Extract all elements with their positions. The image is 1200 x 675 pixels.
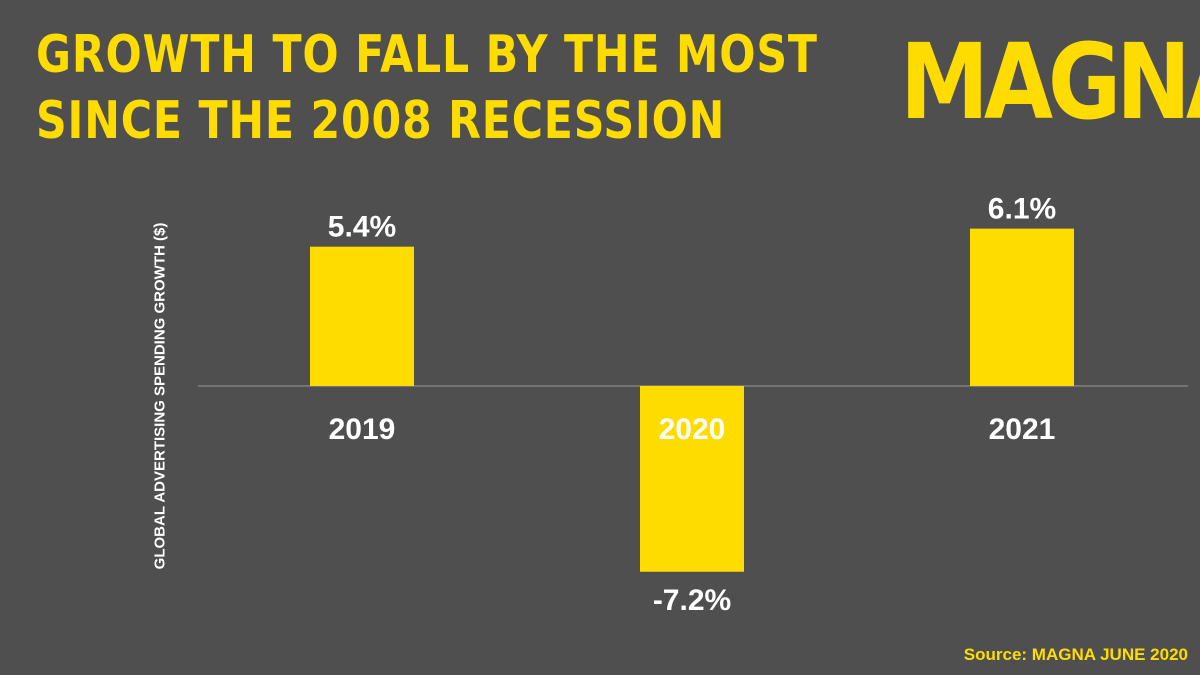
bar-2019: [310, 246, 414, 386]
x-tick-label: 2021: [989, 413, 1056, 446]
chart-title: GROWTH TO FALL BY THE MOST SINCE THE 200…: [36, 22, 818, 154]
data-label: 6.1%: [988, 193, 1056, 226]
x-tick-label: 2020: [659, 413, 726, 446]
data-label: 5.4%: [328, 211, 396, 244]
source-note: Source: MAGNA JUNE 2020: [963, 645, 1188, 664]
x-tick-label: 2019: [329, 413, 396, 446]
data-label: -7.2%: [653, 584, 731, 617]
title-line-1: GROWTH TO FALL BY THE MOST: [36, 25, 818, 85]
bar-2021: [970, 228, 1074, 386]
title-line-2: SINCE THE 2008 RECESSION: [36, 91, 726, 151]
magna-logo: MAGNA: [900, 21, 1200, 143]
bar-2020: [640, 386, 744, 572]
